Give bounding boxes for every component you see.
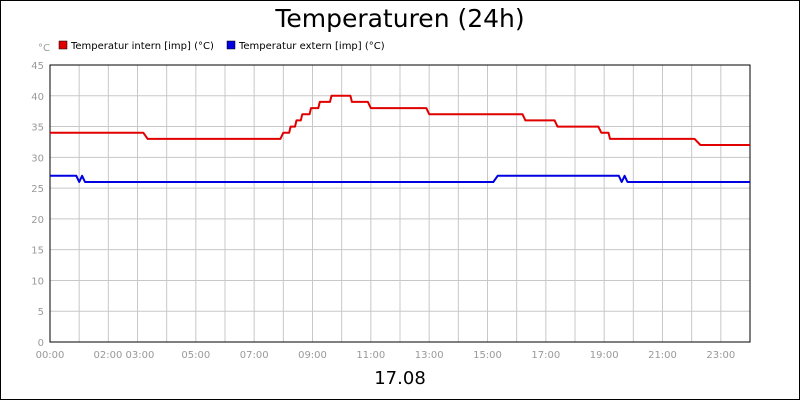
x-tick-label: 03:00	[126, 350, 155, 361]
legend: Temperatur intern [imp] (°C) Temperatur e…	[58, 40, 385, 52]
legend-label-2: Temperatur extern [imp] (°C)	[238, 41, 385, 52]
legend-label-1: Temperatur intern [imp] (°C)	[70, 41, 214, 52]
grid-layer	[50, 65, 750, 342]
x-tick-label: 05:00	[181, 350, 210, 361]
x-tick-label: 00:00	[36, 350, 65, 361]
x-tick-label: 07:00	[240, 350, 269, 361]
series-layer	[50, 94, 750, 183]
x-tick-label: 02:00	[94, 350, 123, 361]
y-tick-label: 40	[31, 92, 44, 103]
x-tick-label: 17:00	[531, 350, 560, 361]
series-line-1	[50, 94, 750, 146]
y-tick-label: 25	[31, 184, 44, 195]
x-tick-label: 11:00	[356, 350, 385, 361]
date-label: 17.08	[374, 368, 426, 389]
chart-title: Temperaturen (24h)	[275, 4, 525, 33]
x-tick-label: 13:00	[415, 350, 444, 361]
x-tick-label: 23:00	[706, 350, 735, 361]
plot-area	[49, 64, 751, 343]
y-tick-label: 0	[38, 338, 44, 349]
x-tick-label: 21:00	[648, 350, 677, 361]
y-tick-label: 45	[31, 61, 44, 72]
y-tick-label: 30	[31, 153, 44, 164]
series-line-2	[50, 174, 750, 183]
legend-swatch-2	[226, 40, 236, 50]
y-tick-label: 20	[31, 215, 44, 226]
y-tick-label: 35	[31, 123, 44, 134]
y-tick-label: 10	[31, 276, 44, 287]
y-tick-label: 15	[31, 246, 44, 257]
axis-tick-labels: 0 5 10 15 20 25 30 35 40 45 00:00 02:00 03:00 05:00 07…	[31, 61, 735, 361]
y-tick-label: 5	[38, 307, 44, 318]
x-tick-label: 15:00	[473, 350, 502, 361]
y-axis-unit-label: °C	[38, 43, 50, 54]
x-tick-label: 19:00	[590, 350, 619, 361]
x-tick-label: 09:00	[298, 350, 327, 361]
legend-swatch-1	[58, 40, 68, 50]
